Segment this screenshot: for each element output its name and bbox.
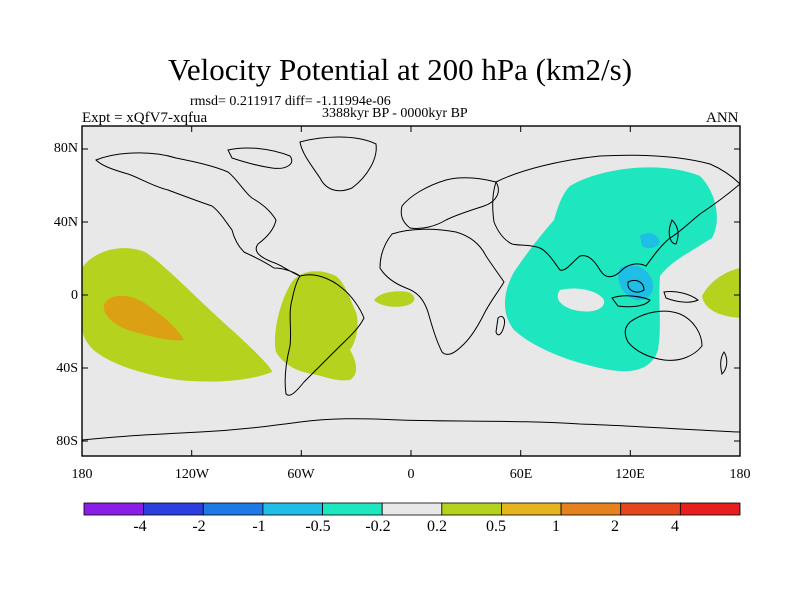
colorbar-swatch bbox=[322, 502, 383, 516]
neutral-hole-indian-ocean bbox=[557, 288, 605, 312]
coastline-canadian-arctic bbox=[227, 147, 293, 169]
colorbar-label: 2 bbox=[611, 518, 619, 535]
lat-label-40n: 40N bbox=[53, 215, 78, 230]
colorbar-swatch bbox=[262, 502, 323, 516]
colorbar-label: -0.2 bbox=[365, 518, 391, 535]
coastline-africa bbox=[379, 228, 505, 355]
coastline-indonesia bbox=[611, 295, 651, 308]
coastline-asia bbox=[492, 154, 740, 278]
season-label: ANN bbox=[706, 110, 739, 126]
positive-core-east-pacific bbox=[103, 295, 184, 341]
coastlines bbox=[82, 136, 740, 441]
lon-label-0: 0 bbox=[407, 467, 415, 482]
lat-label-0: 0 bbox=[71, 288, 78, 303]
coastline-madagascar bbox=[495, 315, 505, 336]
colorbar-label: 0.2 bbox=[427, 518, 447, 535]
colorbar-label: -0.5 bbox=[305, 518, 331, 535]
lat-label-80n: 80N bbox=[53, 141, 78, 156]
colorbar-label: 0.5 bbox=[486, 518, 506, 535]
colorbar-label: -4 bbox=[133, 518, 147, 535]
coastline-greenland bbox=[299, 136, 377, 192]
lon-label-180w: 180 bbox=[71, 467, 93, 482]
colorbar-swatch bbox=[381, 502, 443, 516]
lon-label-120w: 120W bbox=[174, 467, 210, 482]
colorbar-swatch bbox=[679, 502, 741, 516]
coastline-antarctica bbox=[82, 418, 740, 441]
negative-region-indo-pacific bbox=[504, 167, 717, 372]
coastline-new-zealand bbox=[720, 351, 728, 375]
positive-region-tropical-atlantic bbox=[374, 291, 415, 307]
lon-label-60e: 60E bbox=[509, 467, 533, 482]
colorbar-label: 1 bbox=[552, 518, 560, 535]
map-title: Velocity Potential at 200 hPa (km2/s) bbox=[167, 52, 633, 87]
contour-fields bbox=[82, 167, 740, 382]
axis-ticks bbox=[81, 126, 741, 456]
colorbar-label: -1 bbox=[252, 518, 266, 535]
colorbar-swatch bbox=[202, 502, 264, 516]
coastline-south-america bbox=[284, 274, 365, 396]
colorbar-label: -2 bbox=[192, 518, 206, 535]
period-label: 3388kyr BP - 0000kyr BP bbox=[322, 106, 468, 121]
colorbar-swatch bbox=[143, 502, 204, 516]
coastline-borneo bbox=[627, 279, 645, 293]
coastline-europe bbox=[400, 177, 499, 229]
experiment-label: Expt = xQfV7-xqfua bbox=[82, 110, 208, 126]
coastline-australia bbox=[624, 310, 703, 361]
colorbar-swatch bbox=[83, 502, 145, 516]
positive-region-east-pacific bbox=[82, 248, 272, 382]
coastline-new-guinea bbox=[663, 291, 699, 303]
lon-label-120e: 120E bbox=[615, 467, 645, 482]
stats-label: rmsd= 0.211917 diff= -1.11994e-06 bbox=[190, 94, 391, 109]
coastline-japan bbox=[668, 219, 679, 245]
positive-region-west-pacific bbox=[702, 268, 740, 318]
lon-label-180e: 180 bbox=[729, 467, 751, 482]
lat-label-80s: 80S bbox=[56, 434, 78, 449]
colorbar-swatch bbox=[441, 502, 502, 516]
negative-core-maritime-continent bbox=[618, 265, 654, 301]
colorbar bbox=[83, 502, 741, 516]
colorbar-swatch bbox=[501, 502, 562, 516]
colorbar-swatch bbox=[620, 502, 681, 516]
lat-label-40s: 40S bbox=[56, 361, 78, 376]
positive-region-south-america bbox=[274, 271, 358, 381]
colorbar-swatch bbox=[560, 502, 622, 516]
colorbar-label: 4 bbox=[671, 518, 679, 535]
lon-label-60w: 60W bbox=[287, 467, 315, 482]
negative-core-east-asia bbox=[640, 233, 660, 249]
